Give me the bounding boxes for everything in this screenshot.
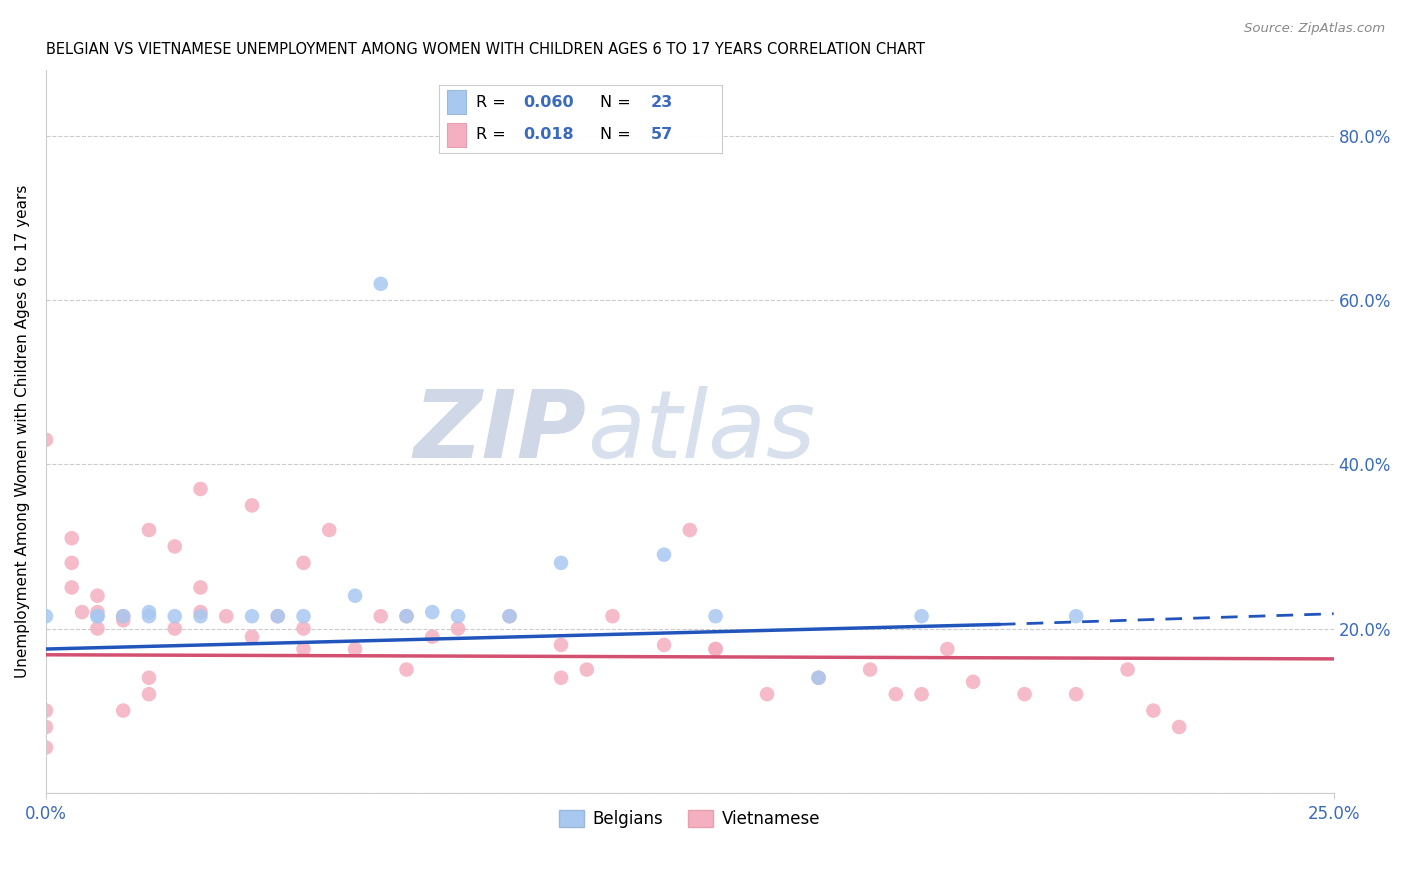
Point [112, 609, 135, 624]
Point [190, 605, 212, 619]
Point [1116, 663, 1139, 677]
Point [575, 663, 598, 677]
Text: BELGIAN VS VIETNAMESE UNEMPLOYMENT AMONG WOMEN WITH CHILDREN AGES 6 TO 17 YEARS : BELGIAN VS VIETNAMESE UNEMPLOYMENT AMONG… [46, 42, 925, 57]
Point [190, 581, 212, 595]
Point [240, 630, 263, 644]
Point [910, 609, 932, 624]
Point [112, 704, 135, 718]
Point [756, 687, 779, 701]
Point [267, 609, 290, 624]
Point [60, 581, 83, 595]
Point [395, 609, 418, 624]
Point [1064, 687, 1087, 701]
Text: ZIP: ZIP [413, 385, 586, 477]
Point [420, 630, 443, 644]
Point [60, 556, 83, 570]
Point [395, 663, 418, 677]
Point [884, 687, 907, 701]
Point [86, 609, 108, 624]
Point [86, 622, 108, 636]
Point [163, 622, 186, 636]
Point [215, 609, 238, 624]
Point [35, 740, 58, 755]
Point [704, 642, 727, 657]
Point [704, 609, 727, 624]
Point [420, 605, 443, 619]
Point [370, 277, 392, 291]
Point [138, 687, 160, 701]
Point [292, 622, 315, 636]
Point [679, 523, 702, 537]
Point [86, 589, 108, 603]
Point [1142, 704, 1164, 718]
Point [395, 609, 418, 624]
Point [447, 622, 470, 636]
Point [370, 609, 392, 624]
Point [138, 523, 160, 537]
Point [1064, 609, 1087, 624]
Point [112, 613, 135, 627]
Point [35, 609, 58, 624]
Point [652, 548, 675, 562]
Point [550, 556, 572, 570]
Point [292, 556, 315, 570]
Point [163, 609, 186, 624]
Point [550, 638, 572, 652]
Point [498, 609, 520, 624]
Point [292, 642, 315, 657]
Point [138, 605, 160, 619]
Point [652, 638, 675, 652]
Point [807, 671, 830, 685]
Point [318, 523, 340, 537]
Point [112, 609, 135, 624]
Point [807, 671, 830, 685]
Point [267, 609, 290, 624]
Point [35, 704, 58, 718]
Text: atlas: atlas [586, 386, 815, 477]
Point [910, 687, 932, 701]
Text: Source: ZipAtlas.com: Source: ZipAtlas.com [1244, 22, 1385, 36]
Point [190, 609, 212, 624]
Point [35, 720, 58, 734]
Point [343, 642, 366, 657]
Point [936, 642, 959, 657]
Point [704, 642, 727, 657]
Point [292, 609, 315, 624]
Point [240, 609, 263, 624]
Point [190, 482, 212, 496]
Point [343, 589, 366, 603]
Point [1168, 720, 1191, 734]
Y-axis label: Unemployment Among Women with Children Ages 6 to 17 years: Unemployment Among Women with Children A… [15, 185, 30, 678]
Point [86, 609, 108, 624]
Point [35, 433, 58, 447]
Point [86, 605, 108, 619]
Point [240, 499, 263, 513]
Legend: Belgians, Vietnamese: Belgians, Vietnamese [553, 804, 827, 835]
Point [602, 609, 624, 624]
Point [859, 663, 882, 677]
Point [498, 609, 520, 624]
Point [1014, 687, 1036, 701]
Point [163, 540, 186, 554]
Point [962, 674, 984, 689]
Point [550, 671, 572, 685]
Point [447, 609, 470, 624]
Point [60, 531, 83, 545]
Point [138, 609, 160, 624]
Point [70, 605, 93, 619]
Point [138, 671, 160, 685]
